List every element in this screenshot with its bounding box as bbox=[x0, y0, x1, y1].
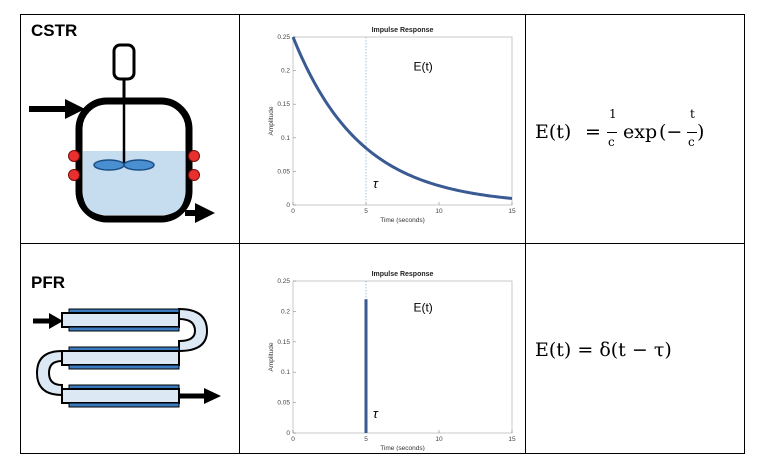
cstr-eq-frac1-num: 1 bbox=[609, 107, 617, 121]
x-tick-label: 15 bbox=[508, 208, 516, 215]
cstr-equation: E(t) = 1 c exp (− t c ) bbox=[535, 107, 735, 161]
plot-area bbox=[292, 280, 513, 434]
y-tick-label: 0.2 bbox=[281, 308, 290, 315]
x-tick-label: 15 bbox=[508, 436, 516, 443]
x-tick-label: 10 bbox=[435, 208, 443, 215]
y-tick-label: 0.1 bbox=[281, 369, 290, 376]
y-tick-label: 0.2 bbox=[281, 68, 290, 75]
response-curve bbox=[291, 36, 513, 200]
y-axis-label: Amplitude bbox=[268, 342, 275, 371]
curve-annotation: E(t) bbox=[413, 60, 432, 74]
cstr-eq-equals: = bbox=[585, 121, 601, 143]
y-tick-label: 0.25 bbox=[277, 278, 290, 285]
cstr-eq-func: exp bbox=[623, 121, 658, 143]
plot-area bbox=[292, 36, 513, 206]
y-axis-label: Amplitude bbox=[268, 106, 275, 135]
cstr-reactor-diagram bbox=[29, 43, 215, 223]
y-tick-label: 0 bbox=[286, 430, 290, 437]
pfr-reactor-diagram bbox=[33, 307, 221, 408]
y-tick-label: 0 bbox=[286, 202, 290, 209]
y-tick-label: 0.05 bbox=[277, 168, 290, 175]
y-tick-label: 0.25 bbox=[277, 34, 290, 41]
x-tick-label: 5 bbox=[364, 436, 368, 443]
curve-annotation: E(t) bbox=[413, 300, 432, 314]
cstr-eq-lhs: E(t) bbox=[535, 121, 572, 143]
cstr-eq-frac2-bar bbox=[687, 132, 697, 133]
x-tick-label: 0 bbox=[291, 208, 295, 215]
x-axis-label: Time (seconds) bbox=[380, 445, 425, 451]
pfr-impulse-response-chart: Impulse Response 0 5 10 15 0 0.05 0.1 0.15 0.2 0.2… bbox=[268, 271, 516, 451]
chart-title: Impulse Response bbox=[372, 271, 434, 278]
cstr-eq-frac2-num: t bbox=[690, 107, 695, 121]
cstr-eq-open: (− bbox=[659, 121, 683, 143]
x-tick-label: 0 bbox=[291, 436, 295, 443]
x-tick-label: 10 bbox=[435, 436, 443, 443]
comparison-table: CSTR Impulse Response 0 5 10 15 0 0.05 0.1 0.15 0… bbox=[20, 14, 745, 454]
y-tick-label: 0.15 bbox=[277, 339, 290, 346]
tau-label: τ bbox=[373, 406, 379, 421]
x-axis-label: Time (seconds) bbox=[380, 217, 425, 224]
pfr-label: PFR bbox=[31, 273, 65, 292]
y-tick-label: 0.1 bbox=[281, 135, 290, 142]
cstr-eq-frac1-den: c bbox=[608, 135, 615, 149]
pfr-equation: E(t) = δ(t − τ) bbox=[535, 339, 672, 361]
cstr-eq-close: ) bbox=[697, 121, 705, 143]
chart-title: Impulse Response bbox=[372, 27, 434, 34]
y-tick-label: 0.15 bbox=[277, 101, 290, 108]
cstr-impulse-response-chart: Impulse Response 0 5 10 15 0 0.05 0.1 0.15 0.2 0.2… bbox=[268, 27, 516, 224]
x-tick-label: 5 bbox=[364, 208, 368, 215]
cstr-eq-frac2-den: c bbox=[688, 135, 695, 149]
cstr-label: CSTR bbox=[31, 21, 78, 40]
y-tick-label: 0.05 bbox=[277, 400, 290, 407]
cstr-eq-frac1-bar bbox=[607, 132, 617, 133]
tau-label: τ bbox=[373, 176, 379, 191]
